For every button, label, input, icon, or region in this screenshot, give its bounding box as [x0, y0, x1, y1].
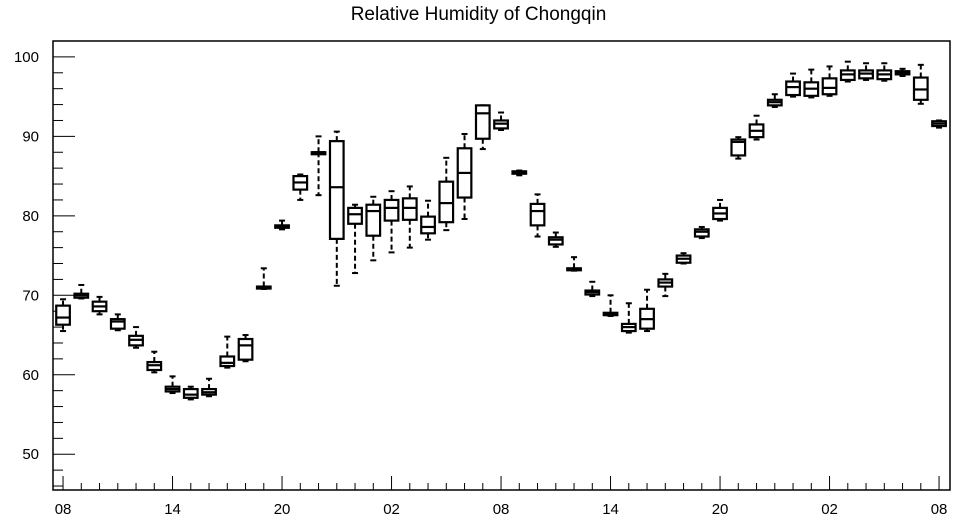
box-12 [274, 219, 290, 231]
box-47 [912, 63, 929, 105]
box-27 [547, 231, 564, 248]
box-1 [73, 283, 90, 300]
box-30 [602, 294, 619, 317]
box-iqr [529, 202, 546, 227]
box-0 [55, 298, 71, 333]
chart-title: Relative Humidity of Chongqin [350, 4, 607, 25]
box-26 [529, 193, 546, 238]
box-14 [310, 135, 327, 197]
x-tick-label: 14 [602, 501, 619, 518]
x-tick-label: 20 [712, 501, 729, 518]
box-44 [858, 62, 874, 81]
box-11 [255, 267, 272, 290]
y-tick-label: 80 [22, 208, 39, 225]
box-37 [730, 136, 747, 160]
box-3 [109, 313, 126, 332]
box-31 [620, 302, 637, 334]
box-33 [657, 272, 674, 298]
box-21 [438, 156, 455, 232]
box-iqr [785, 80, 801, 97]
box-40 [785, 72, 801, 98]
box-46 [894, 67, 911, 77]
x-tick-label: 08 [931, 501, 948, 518]
box-iqr [438, 180, 455, 224]
box-iqr [693, 228, 710, 238]
plot-frame [52, 40, 951, 491]
y-tick-label: 50 [22, 446, 39, 463]
box-iqr [347, 206, 363, 225]
box-19 [401, 185, 418, 249]
box-39 [766, 93, 783, 108]
box-iqr [328, 140, 345, 240]
y-tick-label: 60 [22, 367, 39, 384]
x-tick-label: 02 [383, 501, 400, 518]
box-iqr [182, 387, 199, 399]
box-28 [566, 256, 582, 272]
box-35 [693, 225, 710, 240]
box-23 [474, 104, 491, 151]
box-9 [219, 335, 236, 369]
box-8 [201, 377, 217, 398]
box-2 [91, 295, 108, 316]
box-iqr [821, 77, 838, 96]
box-15 [328, 130, 345, 287]
box-5 [146, 350, 163, 374]
box-iqr [730, 138, 747, 157]
box-18 [383, 190, 400, 254]
box-iqr [109, 318, 126, 330]
x-tick-label: 20 [274, 501, 291, 518]
x-tick-label: 08 [55, 501, 72, 518]
box-45 [876, 62, 893, 82]
box-7 [182, 385, 199, 401]
box-32 [639, 288, 655, 333]
box-20 [420, 199, 436, 241]
y-tick-label: 90 [22, 128, 39, 145]
box-iqr [237, 337, 254, 361]
y-tick-label: 100 [14, 49, 39, 66]
x-tick-label: 08 [493, 501, 510, 518]
x-tick-label: 02 [821, 501, 838, 518]
box-38 [748, 114, 765, 141]
box-iqr [420, 215, 436, 235]
box-17 [365, 195, 382, 262]
box-iqr [547, 236, 564, 246]
box-22 [456, 132, 473, 221]
box-24 [493, 111, 509, 132]
box-iqr [401, 197, 418, 221]
box-25 [511, 169, 528, 177]
box-42 [821, 65, 838, 97]
box-34 [675, 252, 692, 265]
y-tick-label: 70 [22, 287, 39, 304]
box-iqr [219, 355, 236, 368]
box-iqr [383, 198, 400, 222]
box-4 [128, 326, 144, 349]
box-29 [584, 280, 601, 298]
box-10 [237, 334, 254, 363]
x-tick-label: 14 [164, 501, 181, 518]
box-iqr [55, 304, 71, 326]
box-36 [712, 198, 728, 222]
box-43 [839, 60, 856, 83]
box-13 [292, 173, 309, 201]
box-iqr [474, 104, 491, 140]
box-16 [347, 203, 363, 275]
box-41 [803, 68, 820, 99]
box-iqr [365, 203, 382, 237]
box-48 [931, 119, 947, 129]
box-6 [164, 375, 181, 395]
